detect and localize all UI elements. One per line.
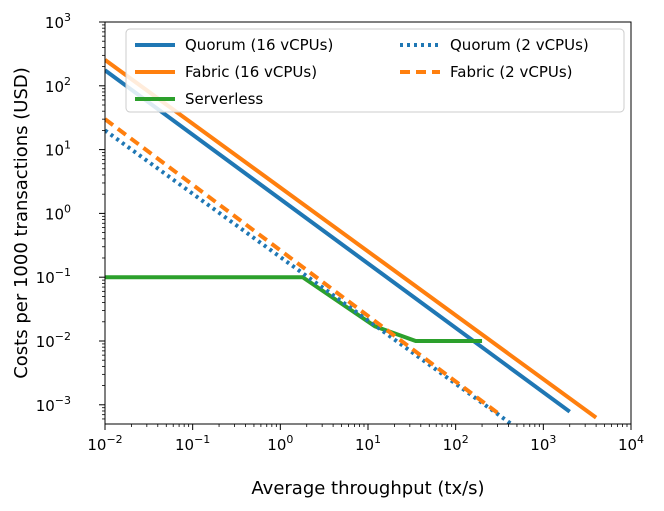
series-line-2 [105,275,483,343]
legend-label-3: Quorum (2 vCPUs) [450,36,589,54]
x-tick-label-5: 103 [530,433,556,454]
legend-label-2: Serverless [185,90,263,108]
x-tick-label-4: 102 [443,433,469,454]
legend-box [125,28,625,113]
y-tick-label-2: 10−1 [36,266,71,287]
y-axis-label: Costs per 1000 transactions (USD) [11,67,32,379]
x-tick-label-6: 104 [618,433,644,454]
ticks-layer: 10−2 10−1 100 101 102 103 104 10−3 10−2 10−1 100 10… [36,11,644,454]
y-tick-label-4: 101 [45,139,71,160]
x-tick-label-1: 10−1 [175,433,210,454]
legend-label-0: Quorum (16 vCPUs) [185,36,333,54]
legend-label-4: Fabric (2 vCPUs) [450,63,573,81]
x-tick-label-2: 100 [267,433,293,454]
y-tick-label-5: 102 [45,75,71,96]
x-axis-label: Average throughput (tx/s) [251,478,484,499]
y-tick-label-3: 100 [45,202,71,223]
x-tick-label-3: 101 [355,433,381,454]
series-layer [105,58,598,424]
legend-label-1: Fabric (16 vCPUs) [185,63,317,81]
series-line-4 [105,117,499,415]
x-tick-label-0: 10−2 [87,433,122,454]
y-tick-label-6: 103 [45,11,71,32]
series-line-1 [105,58,598,420]
y-tick-label-1: 10−2 [36,330,71,351]
series-line-0 [105,68,571,414]
y-tick-label-0: 10−3 [36,394,71,415]
legend: Quorum (16 vCPUs) Fabric (16 vCPUs) Server… [125,28,625,113]
